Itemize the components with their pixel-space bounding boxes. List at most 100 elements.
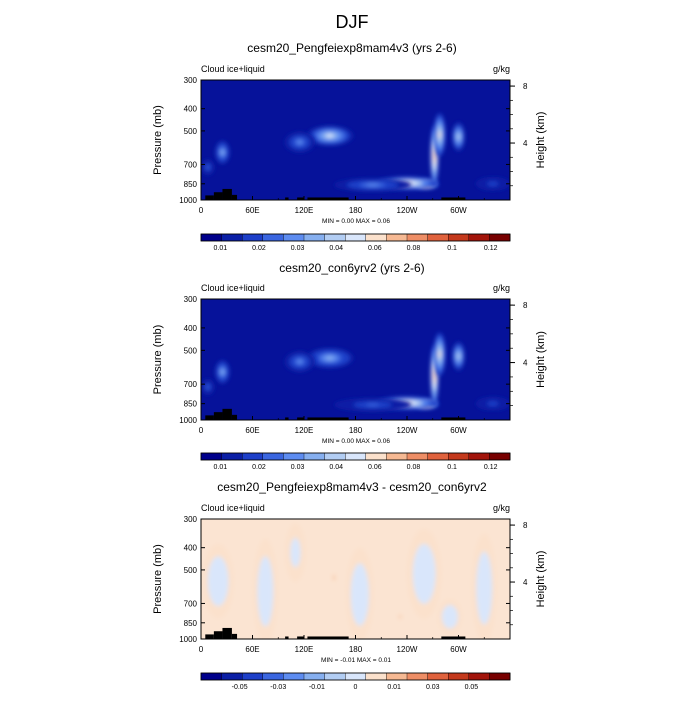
heatmap-blob-4	[433, 113, 446, 157]
heatmap-contour	[438, 131, 441, 139]
colorbar-label: 0.03	[291, 245, 305, 252]
y2-axis-label: Height (km)	[535, 112, 547, 169]
x-tick-label: 180	[349, 426, 363, 435]
heatmap-blob-6	[437, 599, 462, 635]
colorbar-swatch	[489, 672, 511, 681]
heatmap-contour	[206, 165, 210, 169]
y-axis-label: Pressure (mb)	[152, 105, 164, 175]
terrain-block	[441, 636, 466, 639]
heatmap-blob-8	[214, 359, 231, 385]
heatmap-contour	[399, 615, 402, 618]
y2-tick-label: 4	[523, 139, 528, 148]
x-tick-label: 120W	[397, 426, 418, 435]
colorbar-label: 0.12	[484, 464, 498, 471]
heatmap-blob-5	[451, 340, 466, 372]
heatmap-blob-10	[334, 178, 412, 192]
terrain-block	[213, 192, 223, 200]
heatmap-contour	[263, 582, 268, 601]
page-title: DJF	[336, 12, 369, 32]
terrain-block	[285, 197, 289, 200]
units-label: g/kg	[493, 283, 510, 293]
colorbar-swatch	[345, 672, 367, 681]
colorbar-swatch	[324, 452, 346, 461]
y-axis-label: Pressure (mb)	[152, 325, 164, 395]
y-tick-label: 1000	[179, 416, 197, 425]
y2-tick-label: 8	[523, 82, 528, 91]
colorbar-swatch	[283, 233, 305, 242]
colorbar-swatch	[283, 672, 305, 681]
heatmap-contour	[357, 586, 363, 603]
colorbar-label: 0.01	[214, 245, 228, 252]
heatmap-blob-5	[451, 121, 466, 152]
colorbar-label: -0.03	[270, 684, 286, 691]
chart-panel-2: cesm20_con6yrv2 (yrs 2-6) Cloud ice+liqui…	[152, 261, 547, 471]
heatmap-contour	[447, 613, 452, 620]
heatmap-contour	[421, 566, 428, 582]
terrain-block	[297, 417, 304, 420]
colorbar-swatch	[200, 672, 222, 681]
colorbar-label: 0.02	[252, 464, 266, 471]
terrain-block	[231, 414, 238, 420]
colorbar-swatch	[427, 672, 449, 681]
colorbar-label: 0.06	[368, 245, 382, 252]
heatmap-blob-7	[284, 131, 316, 153]
heatmap-blob-7	[472, 533, 497, 639]
colorbar-frame	[200, 672, 511, 681]
colorbar-label: 0.08	[407, 245, 421, 252]
terrain-block	[285, 636, 289, 639]
chart-title: cesm20_Pengfeiexp8mam4v3 - cesm20_con6yr…	[217, 480, 487, 494]
y-tick-label: 700	[184, 380, 198, 389]
chart-panel-3: cesm20_Pengfeiexp8mam4v3 - cesm20_con6yr…	[152, 480, 547, 691]
heatmap-contour	[293, 547, 298, 558]
colorbar-swatch	[448, 452, 470, 461]
colorbar-swatch	[406, 233, 428, 242]
stats-label: MIN = -0.01 MAX = 0.01	[321, 657, 391, 664]
y-tick-label: 500	[184, 127, 198, 136]
terrain-block	[441, 197, 466, 200]
colorbar-swatch	[386, 233, 408, 242]
colorbar-label: 0	[354, 684, 358, 691]
colorbar-swatch	[365, 452, 387, 461]
colorbar-swatch	[489, 452, 511, 461]
chart-title: cesm20_Pengfeiexp8mam4v3 (yrs 2-6)	[247, 41, 456, 55]
terrain-block	[307, 197, 349, 200]
colorbar-label: 0.03	[291, 464, 305, 471]
colorbar-label: -0.01	[309, 684, 325, 691]
stats-label: MIN = 0.00 MAX = 0.06	[322, 438, 390, 445]
colorbar-swatch	[427, 452, 449, 461]
heatmap-blob-3	[285, 523, 306, 582]
colorbar-label: 0.04	[329, 245, 343, 252]
heatmap-contour	[489, 402, 496, 405]
heatmap-contour	[221, 150, 224, 155]
x-tick-label: 120E	[295, 426, 314, 435]
heatmap-blob-4	[433, 332, 446, 376]
terrain-block	[285, 417, 289, 420]
heatmap-contour	[438, 350, 441, 358]
heatmap-blob-2	[253, 538, 278, 639]
heatmap-blob-10	[334, 397, 412, 412]
colorbar-swatch	[468, 233, 490, 242]
colorbar: -0.05 -0.03 -0.01 0 0.01 0.03 0.05	[200, 672, 511, 691]
heatmap-blob-9	[201, 158, 215, 176]
chart-panel-1: cesm20_Pengfeiexp8mam4v3 (yrs 2-6) Cloud …	[152, 41, 547, 252]
terrain-block	[307, 636, 349, 639]
stats-label: MIN = 0.00 MAX = 0.06	[322, 218, 390, 225]
heatmap-contour	[457, 353, 460, 359]
heatmap-blob-1	[202, 543, 234, 619]
y-tick-label: 850	[184, 400, 198, 409]
colorbar-swatch	[448, 233, 470, 242]
colorbar-swatch	[468, 672, 490, 681]
heatmap-blob-5	[407, 528, 442, 619]
heatmap-contour	[482, 578, 487, 598]
x-tick-label: 60E	[245, 426, 259, 435]
x-tick-label: 120W	[397, 645, 418, 654]
colorbar-label: 0.05	[465, 684, 479, 691]
heatmap-blob-7	[284, 350, 316, 373]
colorbar-swatch	[406, 672, 428, 681]
colorbar-swatch	[262, 452, 284, 461]
y-tick-label: 1000	[179, 196, 197, 205]
colorbar-label: 0.04	[329, 464, 343, 471]
y2-tick-label: 4	[523, 578, 528, 587]
colorbar-frame	[200, 233, 511, 242]
heatmap-contour	[489, 182, 496, 185]
